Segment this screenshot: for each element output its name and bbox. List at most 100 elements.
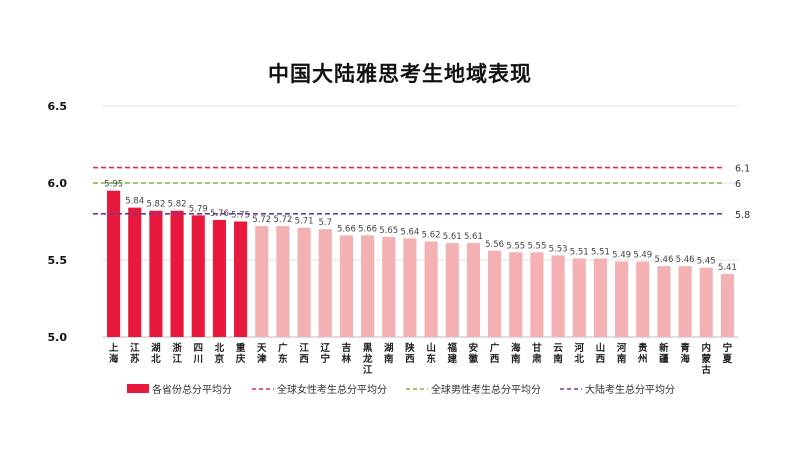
data-label: 5.66	[337, 224, 356, 234]
data-label: 5.61	[443, 232, 462, 242]
x-tick-label: 辽宁	[320, 342, 330, 365]
bar	[445, 243, 459, 337]
reference-line-label: 6.1	[735, 164, 750, 175]
bar	[572, 258, 586, 337]
data-label: 5.55	[527, 241, 546, 251]
data-label: 5.41	[718, 263, 737, 273]
x-tick-label: 贵州	[637, 342, 648, 365]
x-tick-label: 内蒙古	[701, 342, 711, 376]
bar	[530, 252, 544, 337]
bar	[255, 226, 269, 337]
x-tick-label: 广东	[278, 342, 288, 365]
bar	[657, 266, 671, 337]
x-tick-label: 湖南	[384, 342, 394, 365]
x-tick-label: 甘肃	[532, 342, 542, 365]
data-label: 5.56	[485, 240, 504, 250]
chart-title: 中国大陆雅思考生地域表现	[268, 62, 532, 86]
x-tick-label: 广西	[490, 342, 500, 365]
x-tick-label: 天津	[257, 343, 267, 365]
data-label: 5.51	[570, 247, 589, 257]
bar	[615, 261, 629, 337]
x-tick-label: 河南	[617, 342, 627, 365]
x-tick-label: 河北	[574, 342, 584, 365]
bar	[170, 210, 184, 337]
x-tick-label: 福建	[446, 342, 457, 365]
x-tick-label: 山西	[596, 342, 606, 365]
bar	[107, 190, 121, 337]
reference-line-label: 5.8	[735, 210, 750, 221]
data-label: 5.82	[146, 200, 165, 210]
x-tick-label: 青海	[680, 342, 690, 365]
legend-label: 大陆考生总分平均分	[585, 383, 675, 396]
bar	[361, 235, 375, 337]
data-label: 5.53	[549, 244, 568, 254]
data-label: 5.95	[104, 180, 123, 190]
data-label: 5.62	[422, 231, 441, 241]
legend-swatch	[127, 384, 149, 393]
x-tick-label: 云南	[553, 343, 563, 365]
data-label: 5.64	[400, 227, 419, 237]
data-label: 5.82	[168, 200, 187, 210]
x-tick-label: 上海	[109, 342, 119, 365]
bar	[678, 266, 692, 337]
y-tick-label: 5.0	[48, 331, 68, 344]
y-tick-label: 5.5	[48, 254, 68, 267]
bar	[424, 241, 438, 337]
data-label: 5.55	[506, 241, 525, 251]
bar	[212, 219, 226, 337]
data-label: 5.79	[189, 204, 208, 214]
bar	[297, 227, 311, 337]
y-tick-label: 6.0	[48, 177, 68, 190]
data-label: 5.75	[231, 211, 250, 221]
bar	[720, 273, 734, 337]
data-label: 5.7	[318, 218, 332, 228]
bar	[403, 238, 417, 337]
x-tick-label: 江苏	[130, 342, 140, 365]
bar	[593, 258, 607, 337]
data-label: 5.51	[591, 247, 610, 257]
bar	[234, 221, 248, 337]
x-tick-label: 黑龙江	[362, 343, 373, 376]
data-label: 5.61	[464, 232, 483, 242]
bar	[466, 243, 480, 337]
legend-label: 各省份总分平均分	[152, 383, 232, 396]
x-tick-label: 吉林	[342, 342, 352, 365]
bar	[382, 236, 396, 337]
data-label: 5.72	[252, 215, 271, 225]
x-tick-label: 重庆	[235, 342, 246, 365]
data-label: 5.45	[697, 257, 716, 267]
bar	[276, 226, 290, 337]
bar	[551, 255, 565, 337]
bar	[488, 250, 502, 337]
bar	[699, 267, 713, 337]
x-tick-label: 浙江	[172, 342, 182, 365]
bar	[191, 215, 205, 337]
x-tick-label: 江西	[299, 342, 309, 365]
legend-label: 全球女性考生总分平均分	[277, 383, 387, 396]
x-tick-label: 安徽	[468, 342, 479, 365]
legend-label: 全球男性考生总分平均分	[431, 383, 541, 396]
x-tick-label: 山东	[426, 342, 436, 365]
bar	[318, 229, 332, 337]
data-label: 5.49	[612, 251, 631, 261]
x-tick-label: 北京	[215, 342, 225, 365]
data-label: 5.46	[676, 255, 695, 265]
data-label: 5.84	[125, 197, 144, 207]
reference-line-label: 6	[735, 179, 741, 190]
data-label: 5.49	[633, 251, 652, 261]
x-tick-label: 宁夏	[722, 342, 733, 365]
data-label: 5.66	[358, 224, 377, 234]
bar	[128, 207, 142, 337]
y-tick-label: 6.5	[48, 100, 68, 113]
data-label: 5.72	[273, 215, 292, 225]
data-label: 5.65	[379, 226, 398, 236]
bar	[636, 261, 650, 337]
data-label: 5.76	[210, 209, 229, 219]
bar	[339, 235, 353, 337]
x-tick-label: 海南	[511, 342, 521, 365]
x-tick-label: 湖北	[151, 342, 161, 365]
bar	[149, 210, 163, 337]
x-tick-label: 四川	[192, 343, 203, 365]
bar	[509, 252, 523, 337]
